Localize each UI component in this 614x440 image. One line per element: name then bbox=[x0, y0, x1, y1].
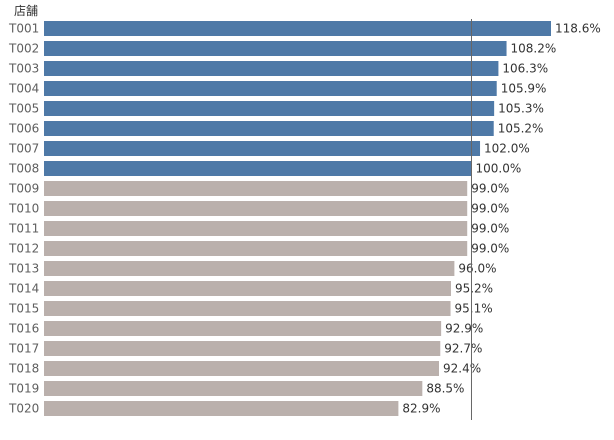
value-label-t006: 105.2% bbox=[498, 122, 544, 136]
category-label-t014: T014 bbox=[8, 282, 39, 296]
value-label-t008: 100.0% bbox=[475, 162, 521, 176]
bar-t005[interactable] bbox=[44, 101, 495, 116]
bar-rows: T001 118.6% T002 108.2% T003 106.3% T004 105.9%… bbox=[8, 21, 601, 416]
value-label-t010: 99.0% bbox=[471, 202, 509, 216]
value-label-t004: 105.9% bbox=[501, 82, 547, 96]
bar-t013[interactable] bbox=[44, 261, 455, 276]
category-header: 店舗 bbox=[14, 4, 38, 18]
bar-t006[interactable] bbox=[44, 121, 494, 136]
category-label-t001: T001 bbox=[8, 22, 39, 36]
value-label-t020: 82.9% bbox=[402, 402, 440, 416]
bar-t020[interactable] bbox=[44, 401, 399, 416]
value-label-t012: 99.0% bbox=[471, 242, 509, 256]
value-label-t009: 99.0% bbox=[471, 182, 509, 196]
category-label-t003: T003 bbox=[8, 62, 39, 76]
value-label-t001: 118.6% bbox=[555, 22, 601, 36]
bar-t010[interactable] bbox=[44, 201, 468, 216]
value-label-t011: 99.0% bbox=[471, 222, 509, 236]
value-label-t014: 95.2% bbox=[455, 282, 493, 296]
category-label-t004: T004 bbox=[8, 82, 39, 96]
value-label-t003: 106.3% bbox=[502, 62, 548, 76]
bar-t012[interactable] bbox=[44, 241, 468, 256]
bar-t017[interactable] bbox=[44, 341, 441, 356]
bar-t016[interactable] bbox=[44, 321, 442, 336]
bar-t011[interactable] bbox=[44, 221, 468, 236]
bar-t015[interactable] bbox=[44, 301, 451, 316]
value-label-t007: 102.0% bbox=[484, 142, 530, 156]
category-label-t020: T020 bbox=[8, 402, 39, 416]
category-label-t010: T010 bbox=[8, 202, 39, 216]
bar-t007[interactable] bbox=[44, 141, 481, 156]
category-label-t011: T011 bbox=[8, 222, 39, 236]
category-label-t017: T017 bbox=[8, 342, 39, 356]
category-label-t005: T005 bbox=[8, 102, 39, 116]
bar-t014[interactable] bbox=[44, 281, 451, 296]
category-label-t002: T002 bbox=[8, 42, 39, 56]
category-label-t019: T019 bbox=[8, 382, 39, 396]
value-label-t016: 92.9% bbox=[445, 322, 483, 336]
value-label-t005: 105.3% bbox=[498, 102, 544, 116]
bar-t001[interactable] bbox=[44, 21, 551, 36]
bar-t004[interactable] bbox=[44, 81, 497, 96]
value-label-t018: 92.4% bbox=[443, 362, 481, 376]
value-label-t017: 92.7% bbox=[444, 342, 482, 356]
category-label-t018: T018 bbox=[8, 362, 39, 376]
category-label-t015: T015 bbox=[8, 302, 39, 316]
bar-t002[interactable] bbox=[44, 41, 507, 56]
bar-t009[interactable] bbox=[44, 181, 468, 196]
category-label-t006: T006 bbox=[8, 122, 39, 136]
bar-t018[interactable] bbox=[44, 361, 439, 376]
category-label-t013: T013 bbox=[8, 262, 39, 276]
category-label-t009: T009 bbox=[8, 182, 39, 196]
bar-t003[interactable] bbox=[44, 61, 499, 76]
category-label-t008: T008 bbox=[8, 162, 39, 176]
category-label-t007: T007 bbox=[8, 142, 39, 156]
category-label-t016: T016 bbox=[8, 322, 39, 336]
value-label-t019: 88.5% bbox=[426, 382, 464, 396]
value-label-t013: 96.0% bbox=[458, 262, 496, 276]
category-label-t012: T012 bbox=[8, 242, 39, 256]
value-label-t002: 108.2% bbox=[511, 42, 557, 56]
bar-t019[interactable] bbox=[44, 381, 423, 396]
value-label-t015: 95.1% bbox=[455, 302, 493, 316]
bar-t008[interactable] bbox=[44, 161, 472, 176]
